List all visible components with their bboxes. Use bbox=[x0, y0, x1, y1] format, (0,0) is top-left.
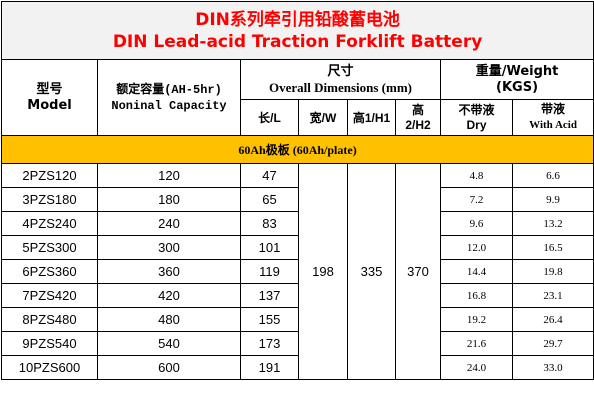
cell-length: 65 bbox=[240, 187, 299, 212]
header-height2-line1: 高 bbox=[411, 102, 424, 117]
cell-dry-weight: 7.2 bbox=[440, 187, 513, 212]
cell-width-shared: 198 bbox=[298, 163, 348, 380]
header-model-cn: 型号 bbox=[36, 81, 63, 97]
cell-acid-weight: 23.1 bbox=[511, 283, 594, 308]
table-row: 5PZS300 300 101 12.0 16.5 bbox=[1, 235, 594, 260]
cell-dry-weight: 16.8 bbox=[440, 283, 513, 308]
table-row: 8PZS480 480 155 19.2 26.4 bbox=[1, 307, 594, 332]
cell-length: 47 bbox=[240, 163, 299, 188]
header-weight-line1: 重量/Weight bbox=[475, 63, 559, 79]
header-length-label: 长/L bbox=[258, 110, 281, 125]
header-acid-en: With Acid bbox=[529, 119, 577, 131]
battery-spec-table: DIN系列牵引用铅酸蓄电池 DIN Lead-acid Traction For… bbox=[0, 1, 594, 380]
cell-acid-weight: 13.2 bbox=[511, 211, 594, 236]
cell-capacity: 300 bbox=[97, 235, 241, 260]
cell-acid-weight: 29.7 bbox=[511, 331, 594, 356]
cell-length: 191 bbox=[240, 355, 299, 380]
cell-model: 7PZS420 bbox=[1, 283, 98, 308]
cell-length: 119 bbox=[240, 259, 299, 284]
table-row: 9PZS540 540 173 21.6 29.7 bbox=[1, 331, 594, 356]
cell-length: 83 bbox=[240, 211, 299, 236]
title-en: DIN Lead-acid Traction Forklift Battery bbox=[112, 31, 483, 52]
cell-capacity: 180 bbox=[97, 187, 241, 212]
cell-acid-weight: 9.9 bbox=[511, 187, 594, 212]
header-length: 长/L bbox=[240, 99, 299, 136]
cell-model: 9PZS540 bbox=[1, 331, 98, 356]
cell-dry-weight: 24.0 bbox=[440, 355, 513, 380]
table-row: 3PZS180 180 65 7.2 9.9 bbox=[1, 187, 594, 212]
table-row: 2PZS120 120 47 198 335 370 4.8 6.6 bbox=[1, 163, 594, 380]
section-row: 60Ah极板 (60Ah/plate) bbox=[0, 135, 594, 164]
table-row: 7PZS420 420 137 16.8 23.1 bbox=[1, 283, 594, 308]
cell-capacity: 120 bbox=[97, 163, 241, 188]
cell-capacity: 480 bbox=[97, 307, 241, 332]
cell-length: 101 bbox=[240, 235, 299, 260]
header-model-en: Model bbox=[27, 97, 72, 113]
cell-dry-weight: 21.6 bbox=[440, 331, 513, 356]
cell-model: 5PZS300 bbox=[1, 235, 98, 260]
cell-dry-weight: 4.8 bbox=[440, 163, 513, 188]
header-model: 型号 Model bbox=[1, 59, 98, 136]
cell-acid-weight: 26.4 bbox=[511, 307, 594, 332]
cell-capacity: 420 bbox=[97, 283, 241, 308]
table-title: DIN系列牵引用铅酸蓄电池 DIN Lead-acid Traction For… bbox=[0, 1, 594, 60]
header-height1-label: 高1/H1 bbox=[352, 110, 391, 125]
header-dimensions-en: Overall Dimensions (mm) bbox=[269, 79, 412, 95]
cell-capacity: 600 bbox=[97, 355, 241, 380]
cell-length: 173 bbox=[240, 331, 299, 356]
header-width-label: 宽/W bbox=[309, 110, 337, 125]
header-dimensions: 尺寸 Overall Dimensions (mm) bbox=[240, 59, 441, 100]
cell-dry-weight: 19.2 bbox=[440, 307, 513, 332]
header-height2-line2: 2/H2 bbox=[405, 117, 431, 132]
cell-capacity: 540 bbox=[97, 331, 241, 356]
table-row: 10PZS600 600 191 24.0 33.0 bbox=[1, 355, 594, 380]
cell-acid-weight: 33.0 bbox=[511, 355, 594, 380]
table-row: 6PZS360 360 119 14.4 19.8 bbox=[1, 259, 594, 284]
cell-dry-weight: 14.4 bbox=[440, 259, 513, 284]
cell-height2-shared: 370 bbox=[395, 163, 441, 380]
header-width: 宽/W bbox=[298, 99, 348, 136]
header-height2: 高 2/H2 bbox=[395, 99, 441, 136]
title-row: DIN系列牵引用铅酸蓄电池 DIN Lead-acid Traction For… bbox=[0, 1, 594, 60]
cell-acid-weight: 19.8 bbox=[511, 259, 594, 284]
header-acid: 带液 With Acid bbox=[511, 99, 594, 136]
header-dimensions-cn: 尺寸 bbox=[327, 63, 354, 79]
cell-acid-weight: 16.5 bbox=[511, 235, 594, 260]
header-capacity-en: Noninal Capacity bbox=[111, 98, 227, 113]
cell-model: 10PZS600 bbox=[1, 355, 98, 380]
cell-dry-weight: 12.0 bbox=[440, 235, 513, 260]
cell-model: 4PZS240 bbox=[1, 211, 98, 236]
table-row: 4PZS240 240 83 9.6 13.2 bbox=[1, 211, 594, 236]
header-capacity-cn: 额定容量(AH-5hr) bbox=[116, 82, 222, 97]
cell-model: 2PZS120 bbox=[1, 163, 98, 188]
header-row-2: 长/L 宽/W 高1/H1 高 2/H2 不带液 Dry 带液 With Aci… bbox=[2, 99, 594, 136]
title-cn: DIN系列牵引用铅酸蓄电池 bbox=[195, 9, 400, 30]
cell-length: 155 bbox=[240, 307, 299, 332]
cell-capacity: 240 bbox=[97, 211, 241, 236]
header-dry-cn: 不带液 bbox=[458, 102, 495, 117]
cell-model: 6PZS360 bbox=[1, 259, 98, 284]
header-acid-cn: 带液 bbox=[541, 102, 566, 116]
header-capacity: 额定容量(AH-5hr) Noninal Capacity bbox=[97, 59, 241, 136]
cell-acid-weight: 6.6 bbox=[511, 163, 594, 188]
cell-model: 8PZS480 bbox=[1, 307, 98, 332]
header-dry-en: Dry bbox=[466, 117, 487, 132]
header-height1: 高1/H1 bbox=[347, 99, 396, 136]
section-label: 60Ah极板 (60Ah/plate) bbox=[0, 135, 594, 164]
cell-dry-weight: 9.6 bbox=[440, 211, 513, 236]
cell-capacity: 360 bbox=[97, 259, 241, 284]
header-weight: 重量/Weight (KGS) bbox=[439, 59, 594, 100]
cell-height1-shared: 335 bbox=[347, 163, 396, 380]
cell-length: 137 bbox=[240, 283, 299, 308]
header-dry: 不带液 Dry bbox=[440, 99, 513, 136]
header-weight-line2: (KGS) bbox=[496, 79, 539, 95]
cell-model: 3PZS180 bbox=[1, 187, 98, 212]
header-row-1: 型号 Model 额定容量(AH-5hr) Noninal Capacity 尺… bbox=[1, 59, 594, 136]
